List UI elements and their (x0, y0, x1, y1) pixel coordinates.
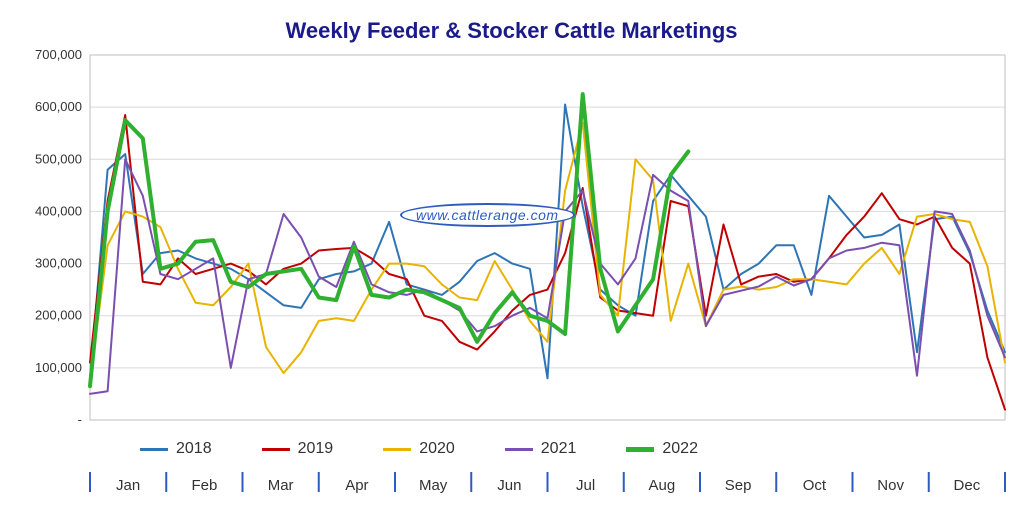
month-label: Mar (268, 477, 294, 494)
chart-svg: - 100,000 200,000 300,000 400,000 500,000 600,… (0, 0, 1023, 511)
month-label: Nov (877, 477, 904, 494)
series-2022 (90, 94, 688, 386)
month-label: Oct (803, 477, 827, 494)
legend-item: 2020 (383, 440, 455, 458)
y-tick-label: 600,000 (35, 99, 82, 114)
chart-container: Weekly Feeder & Stocker Cattle Marketing… (0, 0, 1023, 511)
month-label: Jul (576, 477, 595, 494)
y-tick-label: 300,000 (35, 256, 82, 271)
y-tick-label: 500,000 (35, 151, 82, 166)
legend-swatch (262, 448, 290, 451)
legend-label: 2019 (298, 440, 334, 458)
legend-swatch (383, 448, 411, 451)
watermark-text: www.cattlerange.com (416, 207, 559, 223)
legend-item: 2022 (626, 440, 698, 458)
legend-label: 2020 (419, 440, 455, 458)
month-label: Jun (497, 477, 521, 494)
legend-swatch (140, 448, 168, 451)
month-label: Apr (345, 477, 368, 494)
legend-item: 2019 (262, 440, 334, 458)
legend-item: 2018 (140, 440, 212, 458)
month-label: Sep (725, 477, 752, 494)
legend-label: 2021 (541, 440, 577, 458)
month-label: Dec (954, 477, 981, 494)
legend-label: 2022 (662, 440, 698, 458)
month-label: Jan (116, 477, 140, 494)
legend-label: 2018 (176, 440, 212, 458)
legend: 2018 2019 2020 2021 2022 (140, 440, 698, 458)
month-label: Feb (191, 477, 217, 494)
watermark: www.cattlerange.com (400, 203, 575, 227)
legend-swatch (626, 447, 654, 452)
y-tick-label: 700,000 (35, 47, 82, 62)
y-tick-label: - (78, 412, 82, 427)
y-tick-label: 400,000 (35, 203, 82, 218)
month-label: May (419, 477, 448, 494)
legend-swatch (505, 448, 533, 451)
month-label: Aug (649, 477, 676, 494)
y-tick-label: 100,000 (35, 360, 82, 375)
legend-item: 2021 (505, 440, 577, 458)
y-tick-label: 200,000 (35, 308, 82, 323)
